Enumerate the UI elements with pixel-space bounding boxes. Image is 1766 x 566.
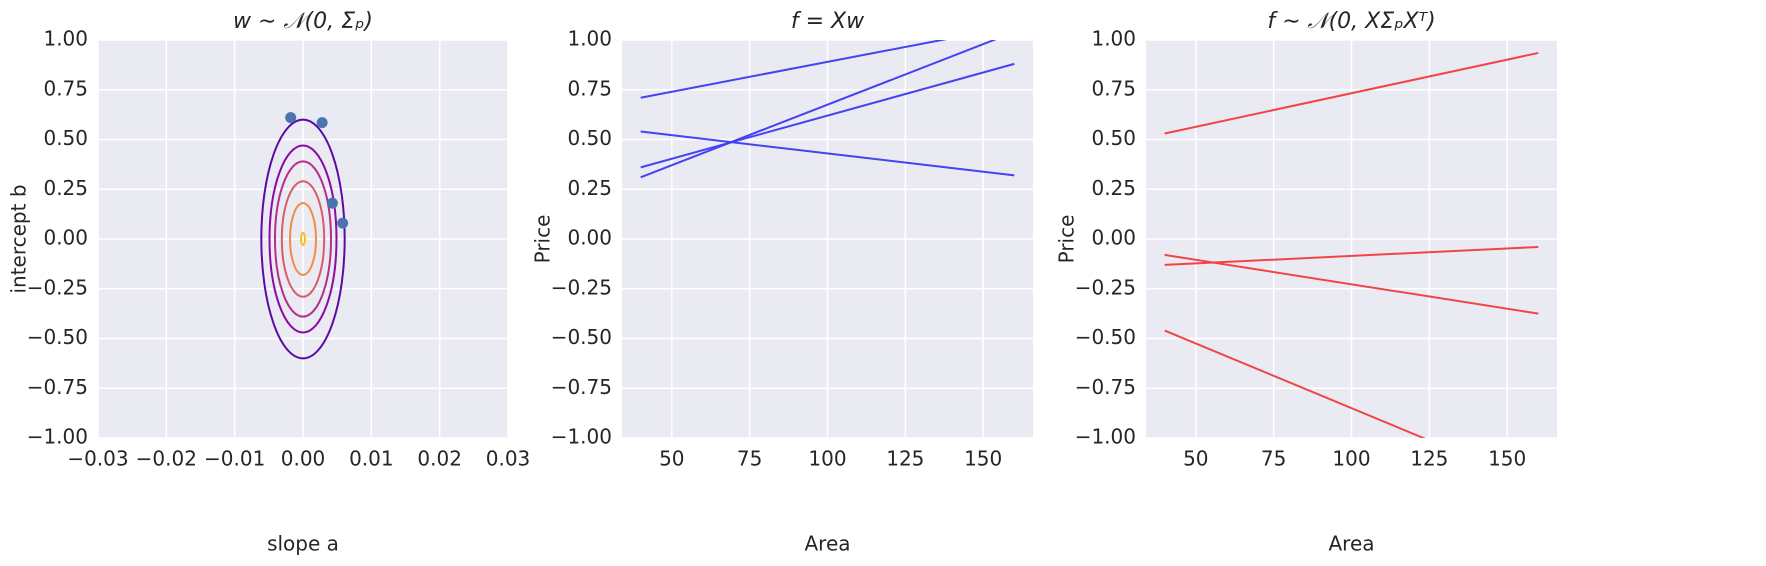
plot-area: [1164, 51, 1539, 438]
y-tick-label: −0.75: [551, 375, 612, 399]
y-tick-label: −0.25: [1075, 275, 1136, 299]
chart-title: f = Xw: [791, 9, 865, 34]
y-tick-label: 1.00: [567, 27, 612, 51]
y-tick-label: −1.00: [551, 425, 612, 449]
x-tick-label: 100: [808, 447, 846, 471]
x-tick-label: 125: [1410, 447, 1448, 471]
point: [337, 217, 349, 229]
y-tick-label: −0.75: [27, 375, 88, 399]
line: [640, 130, 1015, 177]
x-tick-label: 0.03: [486, 447, 531, 471]
line: [640, 62, 1015, 169]
x-tick-label: 125: [886, 447, 924, 471]
y-tick-label: −1.00: [1075, 425, 1136, 449]
x-tick-label: 50: [1183, 447, 1208, 471]
y-tick-label: −0.75: [1075, 375, 1136, 399]
subplot: −1.00 −0.75 −0.50 −0.25 0.00 0.25 0.50 0.75 1.00…: [531, 9, 1033, 556]
y-tick-label: 0.00: [1091, 226, 1136, 250]
y-tick-label: −0.50: [1075, 325, 1136, 349]
contour: [299, 232, 307, 246]
y-tick-label: 1.00: [1091, 27, 1136, 51]
x-tick-label: 150: [1488, 447, 1526, 471]
y-tick-label: 0.50: [1091, 126, 1136, 150]
plot-area: [640, 40, 1015, 179]
contour: [260, 118, 346, 360]
contour: [268, 144, 338, 334]
contour: [289, 202, 317, 276]
contour: [273, 160, 333, 318]
line: [1164, 329, 1426, 438]
contour: [280, 180, 326, 298]
y-tick-label: 0.75: [567, 76, 612, 100]
y-tick-label: −0.25: [551, 275, 612, 299]
x-tick-label: −0.02: [136, 447, 197, 471]
subplot: −1.00 −0.75 −0.50 −0.25 0.00 0.25 0.50 0.75 1.00…: [1055, 9, 1557, 556]
line: [1164, 245, 1539, 266]
x-tick-label: −0.03: [67, 447, 128, 471]
x-tick-label: 0.00: [281, 447, 326, 471]
line: [1164, 51, 1539, 135]
y-axis-label: Price: [1055, 215, 1079, 264]
x-tick-label: −0.01: [204, 447, 265, 471]
y-tick-label: 0.50: [567, 126, 612, 150]
y-tick-label: 1.00: [43, 27, 88, 51]
x-axis-label: Area: [1328, 532, 1374, 556]
line: [640, 40, 997, 179]
y-tick-label: 0.75: [1091, 76, 1136, 100]
y-tick-label: 0.00: [567, 226, 612, 250]
point: [316, 117, 328, 129]
x-tick-label: 50: [659, 447, 684, 471]
y-tick-label: −1.00: [27, 425, 88, 449]
x-tick-label: 150: [964, 447, 1002, 471]
y-tick-label: 0.25: [43, 176, 88, 200]
x-tick-label: 0.02: [417, 447, 462, 471]
y-tick-label: −0.50: [27, 325, 88, 349]
chart-title: f ∼ 𝒩(0, XΣₚXᵀ): [1267, 9, 1435, 34]
x-tick-label: 0.01: [349, 447, 394, 471]
x-tick-label: 75: [737, 447, 762, 471]
y-tick-label: 0.50: [43, 126, 88, 150]
y-axis-label: intercept b: [7, 184, 31, 293]
line: [1164, 253, 1539, 315]
x-axis-label: Area: [804, 532, 850, 556]
point: [326, 197, 338, 209]
x-tick-label: 100: [1332, 447, 1370, 471]
point: [285, 112, 297, 124]
y-tick-label: −0.25: [27, 275, 88, 299]
y-tick-label: 0.75: [43, 76, 88, 100]
subplot: −1.00 −0.75 −0.50 −0.25 0.00 0.25 0.50 0.75 1.00…: [7, 9, 531, 556]
y-tick-label: 0.25: [1091, 176, 1136, 200]
chart-title: w ∼ 𝒩(0, Σₚ): [233, 9, 373, 34]
plot-area: [260, 112, 349, 360]
line: [640, 40, 947, 99]
x-tick-label: 75: [1261, 447, 1286, 471]
y-tick-label: −0.50: [551, 325, 612, 349]
y-tick-label: 0.25: [567, 176, 612, 200]
y-tick-label: 0.00: [43, 226, 88, 250]
y-axis-label: Price: [531, 215, 555, 264]
x-axis-label: slope a: [267, 532, 339, 556]
